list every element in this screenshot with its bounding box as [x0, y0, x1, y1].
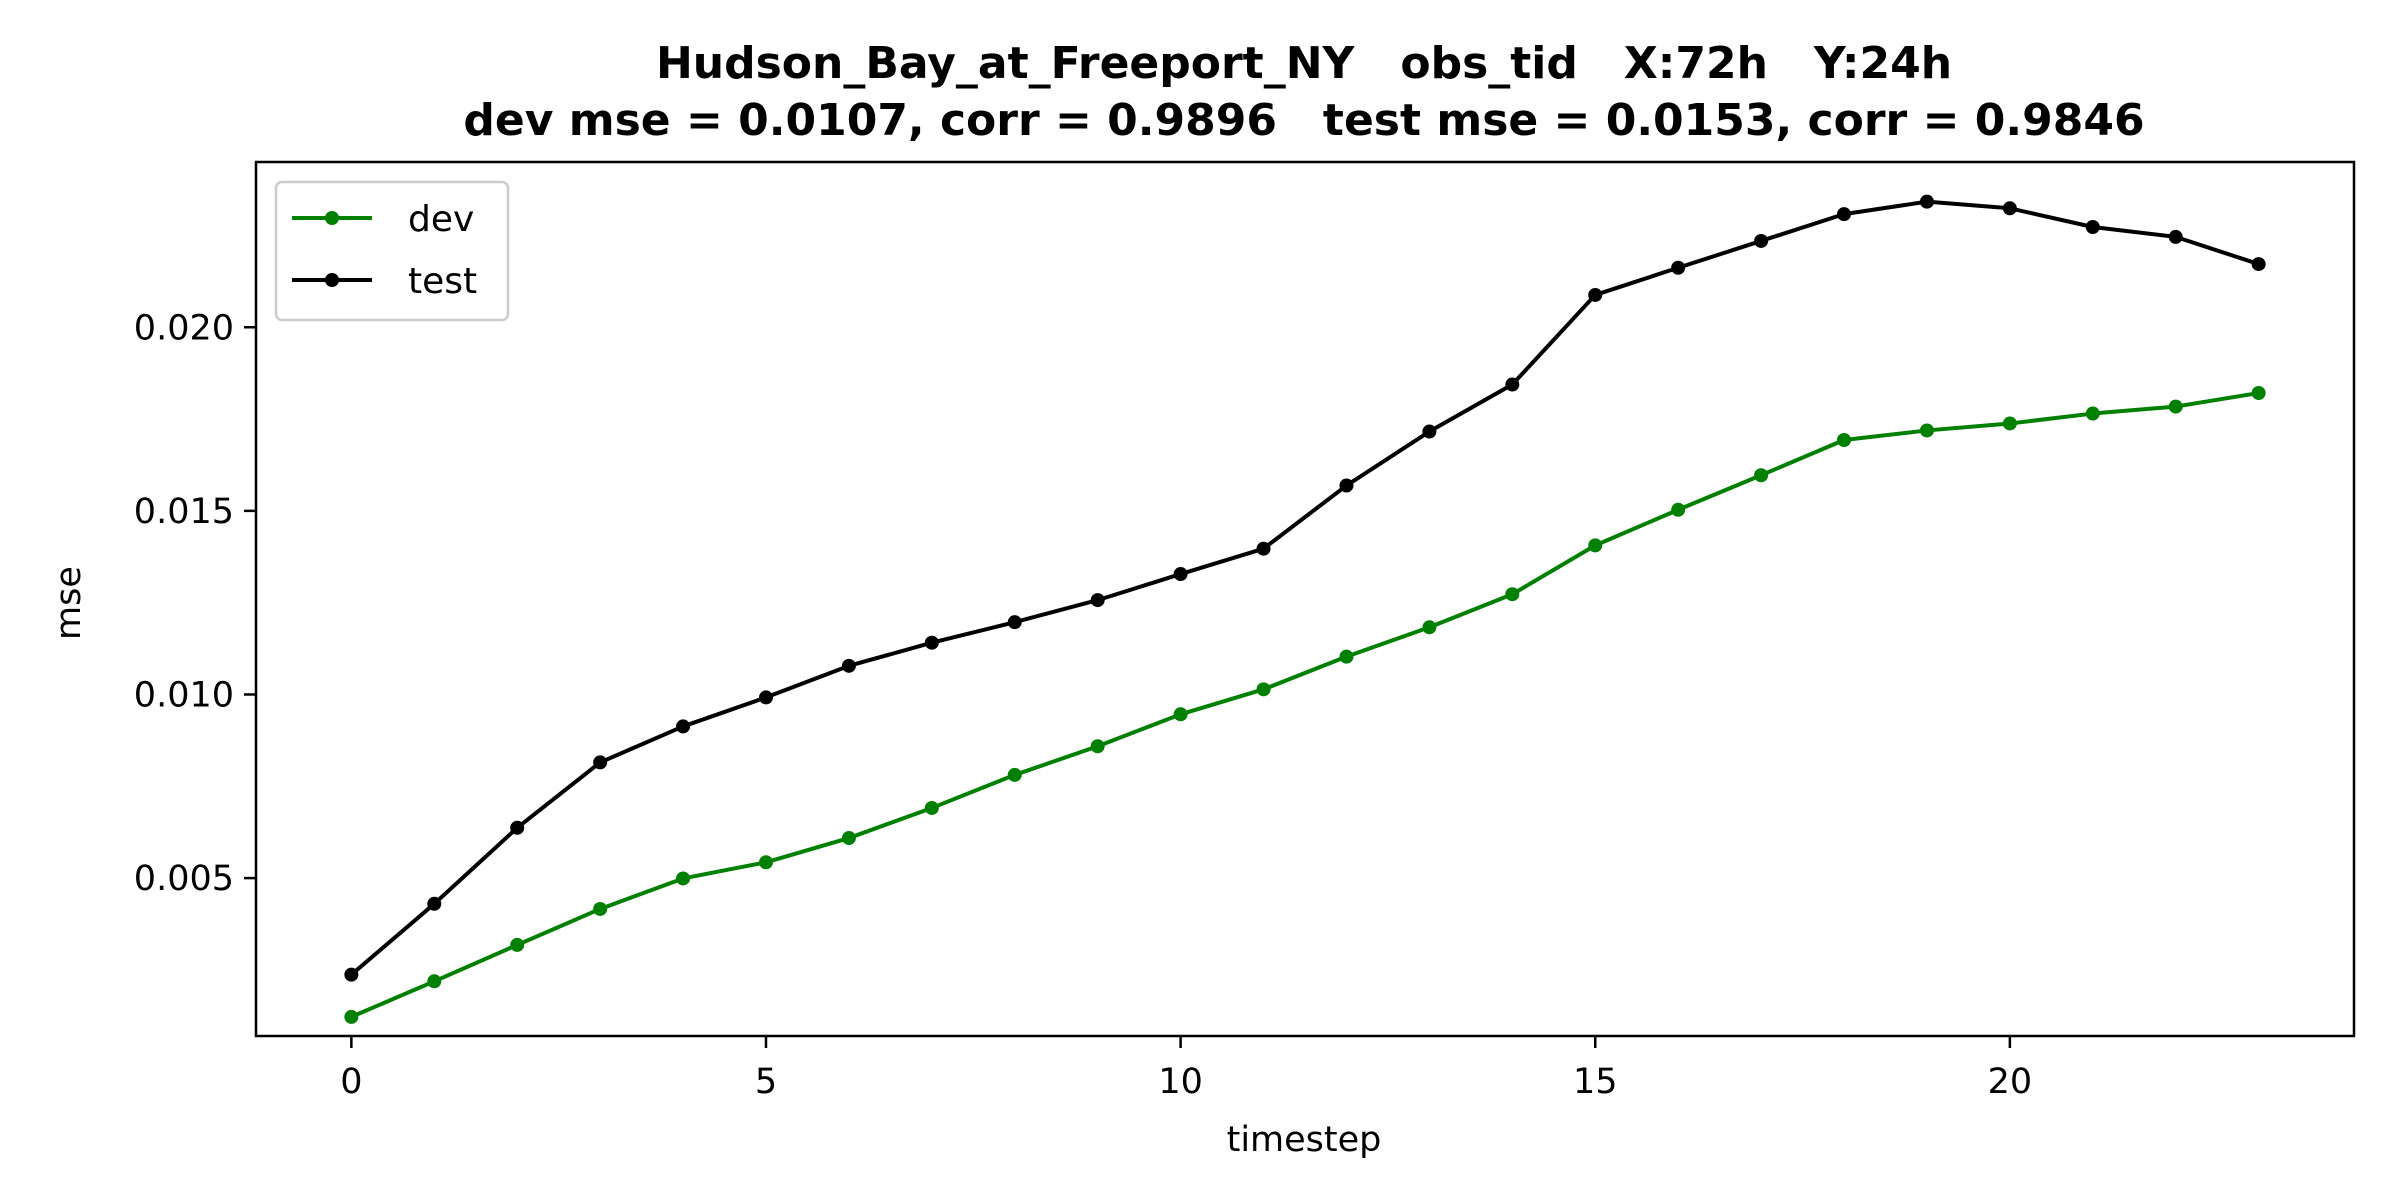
data-point-test [2168, 229, 2183, 244]
x-axis-label: timestep [1227, 1120, 1382, 1160]
data-point-dev [1173, 707, 1188, 722]
data-point-test [1422, 424, 1437, 439]
legend-marker-test [325, 273, 339, 287]
plot-frame [254, 160, 2356, 1038]
data-point-dev [841, 831, 856, 846]
y-tick-label: 0.020 [134, 308, 234, 348]
y-tick-label: 0.010 [134, 675, 234, 715]
data-point-test [1007, 615, 1022, 630]
x-tick-label: 0 [340, 1062, 362, 1102]
data-point-dev [1256, 682, 1271, 697]
data-point-dev [1339, 649, 1354, 664]
data-point-dev [1090, 739, 1105, 754]
x-tick-label: 10 [1158, 1062, 1203, 1102]
data-point-dev [2168, 399, 2183, 414]
data-point-dev [1671, 502, 1686, 517]
series-line-dev [348, 390, 2261, 1020]
data-point-test [593, 755, 608, 770]
data-point-test [1173, 567, 1188, 582]
x-tick-label: 5 [755, 1062, 777, 1102]
data-point-dev [427, 974, 442, 989]
data-point-test [924, 635, 939, 650]
chart-title-line-2: dev mse = 0.0107, corr = 0.9896 test mse… [463, 95, 2144, 146]
data-point-dev [1505, 587, 1520, 602]
data-point-test [1837, 207, 1852, 222]
data-point-test [1339, 478, 1354, 493]
axes: 0 5 10 15 20 0.005 0.010 0.015 0.020 [134, 160, 2356, 1102]
data-point-dev [1837, 432, 1852, 447]
chart-title-line-1: Hudson_Bay_at_Freeport_NY obs_tid X:72h … [656, 38, 1952, 89]
data-point-test [1754, 233, 1769, 248]
data-point-dev [1754, 468, 1769, 483]
y-tick-label: 0.015 [134, 492, 234, 532]
data-point-test [2251, 257, 2266, 272]
data-point-dev [1588, 538, 1603, 553]
x-tick-label: 20 [1988, 1062, 2033, 1102]
data-point-dev [758, 855, 773, 870]
data-point-test [2085, 220, 2100, 234]
data-point-test [1671, 260, 1686, 275]
plot-area [344, 194, 2266, 1024]
data-point-test [758, 690, 773, 705]
data-point-test [344, 967, 359, 982]
data-point-test [841, 658, 856, 673]
data-point-test [1919, 194, 1934, 209]
data-point-test [1256, 541, 1271, 556]
data-point-dev [2002, 416, 2017, 431]
data-point-test [1505, 377, 1520, 392]
data-point-dev [593, 901, 608, 916]
series-line-test [348, 199, 2262, 978]
legend: dev test [274, 180, 510, 322]
data-point-test [676, 719, 691, 734]
data-point-test [1090, 593, 1105, 608]
data-point-test [510, 820, 525, 835]
data-point-test [427, 896, 442, 911]
legend-label-test: test [408, 261, 477, 302]
data-point-dev [510, 937, 525, 952]
data-point-dev [344, 1009, 359, 1024]
x-tick-label: 15 [1573, 1062, 1618, 1102]
data-point-dev [2251, 385, 2266, 400]
data-point-dev [676, 871, 691, 886]
data-point-dev [1422, 620, 1437, 635]
data-point-test [2002, 201, 2017, 216]
data-point-dev [1919, 423, 1934, 438]
legend-marker-dev [325, 211, 339, 225]
y-axis-label: mse [49, 566, 89, 640]
data-point-test [1588, 287, 1603, 302]
data-point-dev [2085, 406, 2100, 421]
data-point-dev [1007, 767, 1022, 782]
legend-label-dev: dev [408, 199, 474, 240]
y-tick-label: 0.005 [134, 859, 234, 899]
data-point-dev [924, 800, 939, 815]
